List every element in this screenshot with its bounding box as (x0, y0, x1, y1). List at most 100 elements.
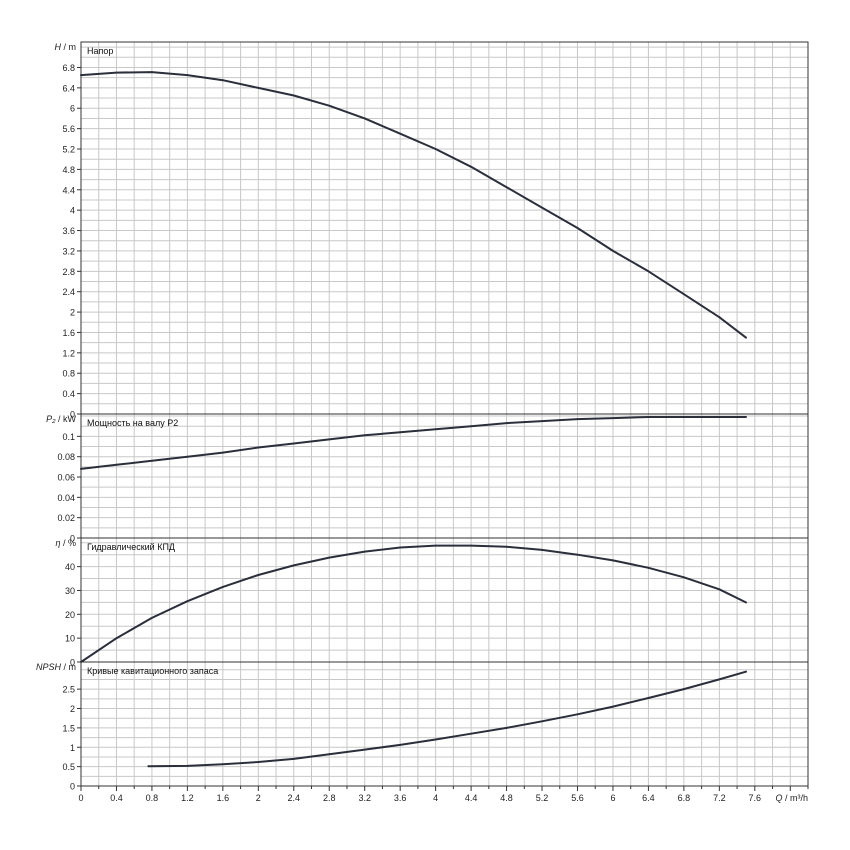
x-tick-label: 4.4 (465, 793, 478, 803)
npsh-curve-point (576, 713, 579, 716)
power-curve-point (505, 422, 508, 424)
head-curve-point (151, 71, 153, 73)
y-tick-label: 30 (65, 586, 75, 596)
x-tick-label: 2.4 (288, 793, 301, 803)
power-curve-point (612, 417, 614, 419)
x-tick-label: 2.8 (323, 793, 336, 803)
y-tick-label: 0 (70, 782, 75, 792)
efficiency-curve-point (612, 559, 614, 562)
npsh-curve-point (745, 670, 747, 673)
power-curve-point (80, 468, 82, 470)
y-tick-label: 5.2 (62, 145, 75, 155)
y-tick-label: 2.8 (62, 267, 75, 277)
y-tick-label: 2 (70, 308, 75, 318)
efficiency-curve-point (222, 586, 224, 588)
x-axis-unit: / m³/h (782, 793, 808, 803)
y-tick-label: 0.5 (62, 762, 75, 772)
power-panel-frame (80, 413, 809, 539)
y-tick-label: 6 (70, 104, 75, 114)
y-tick-label: 2.4 (62, 287, 75, 297)
y-tick-label: 0 (70, 410, 75, 420)
head-curve-point (115, 71, 118, 74)
npsh-curve-point (718, 678, 721, 681)
efficiency-curve-point (541, 549, 543, 551)
head-curve-point (647, 270, 650, 273)
npsh-curve-point (612, 705, 614, 708)
efficiency-panel: 0 10 20 30 40 η / % Гидравлический КПД (55, 537, 809, 668)
power-curve-point (363, 434, 366, 437)
head-curve-point (718, 316, 721, 319)
efficiency-panel-title: Гидравлический КПД (87, 542, 175, 552)
y-tick-label: 40 (65, 562, 75, 572)
x-tick-label: 5.2 (536, 793, 549, 803)
power-curve-point (576, 418, 579, 420)
y-axis-unit: / m (61, 662, 76, 672)
y-tick-label: 4.8 (62, 165, 75, 175)
head-curve-point (434, 148, 437, 150)
npsh-panel: 0 0.5 1 1.5 2 2.5 NPSH / m Кривые кавитационног… (36, 661, 809, 792)
npsh-curve-point (470, 732, 472, 735)
x-axis-label: Q / m³/h (775, 793, 808, 803)
efficiency-curve (80, 544, 747, 663)
efficiency-curve-point (745, 601, 747, 604)
y-axis-symbol: NPSH (36, 662, 62, 672)
y-tick-label: 4 (70, 206, 75, 216)
head-panel-title: Напор (87, 46, 113, 56)
y-tick-label: 1.6 (62, 328, 75, 338)
power-curve-point (115, 463, 118, 466)
power-curve-point (151, 459, 153, 462)
efficiency-curve-point (718, 588, 721, 591)
npsh-y-axis-label: NPSH / m (36, 662, 76, 672)
efficiency-curve-point (292, 564, 295, 567)
power-curve-point (222, 451, 224, 454)
power-curve-point (399, 431, 402, 434)
y-axis-unit: / % (60, 538, 76, 548)
npsh-curve-point (186, 765, 189, 767)
y-tick-label: 1.5 (62, 723, 75, 733)
x-tick-label: 0 (78, 793, 83, 803)
efficiency-curve-point (399, 546, 402, 549)
y-axis-symbol: P₂ (46, 414, 56, 424)
head-curve-point (541, 206, 543, 209)
y-tick-label: 4.4 (62, 185, 75, 195)
head-curve-point (80, 74, 82, 76)
y-tick-label: 3.6 (62, 226, 75, 236)
head-curve-point (683, 293, 685, 296)
y-tick-label: 1.2 (62, 348, 75, 358)
efficiency-curve-point (647, 566, 650, 569)
x-tick-label: 6.8 (678, 793, 691, 803)
efficiency-y-axis-label: η / % (55, 538, 76, 548)
head-curve-point (292, 94, 295, 97)
npsh-curve-point (505, 727, 508, 729)
head-curve-point (612, 250, 614, 252)
head-curve-point (505, 186, 508, 189)
efficiency-curve-point (470, 544, 472, 547)
power-curve-point (257, 446, 260, 449)
y-tick-label: 2.5 (62, 685, 75, 695)
power-y-axis-label: P₂ / kW (46, 414, 76, 424)
x-tick-label: 7.2 (713, 793, 726, 803)
y-tick-label: 0.02 (57, 513, 75, 523)
y-axis-unit: / m (61, 42, 76, 52)
y-tick-label: 3.2 (62, 246, 75, 256)
y-tick-label: 6.8 (62, 63, 75, 73)
y-tick-label: 0 (70, 534, 75, 544)
npsh-curve-point (434, 738, 437, 741)
power-curve-point (745, 416, 747, 418)
y-tick-label: 0.06 (57, 473, 75, 483)
y-tick-label: 20 (65, 610, 75, 620)
power-curve-point (718, 416, 721, 418)
efficiency-curve-point (186, 600, 189, 603)
head-curve-point (399, 132, 402, 135)
power-curve-point (647, 416, 650, 418)
x-tick-label: 4 (433, 793, 438, 803)
head-panel: 0 0.4 0.8 1.2 1.6 2 2.4 2.8 3.2 3.6 4 4.4 4.8 5.2 5.6 6… (55, 41, 809, 420)
head-y-axis-label: H / m (55, 42, 77, 52)
x-tick-label: 1.2 (181, 793, 194, 803)
npsh-curve-point (147, 765, 150, 768)
x-tick-label: 4.8 (500, 793, 513, 803)
npsh-curve-point (399, 744, 402, 746)
head-curve-point (745, 336, 747, 339)
head-curve-point (186, 74, 189, 76)
